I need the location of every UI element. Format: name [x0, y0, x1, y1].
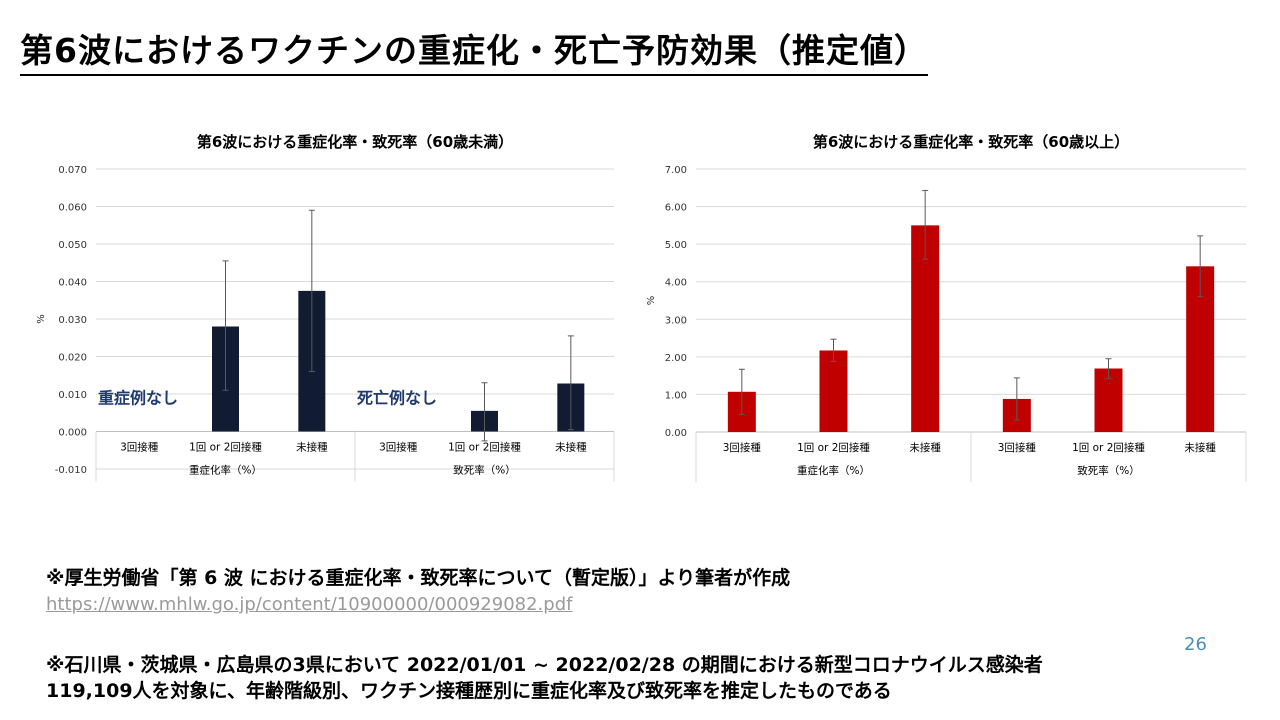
y-tick-label: 0.040 [58, 278, 87, 289]
category-label: 未接種 [296, 441, 328, 454]
chart-title: 第6波における重症化率・致死率（60歳未満） [197, 133, 513, 151]
y-tick-label: 1.00 [665, 390, 687, 401]
annotation-label: 死亡例なし [357, 388, 437, 407]
category-label: 3回接種 [379, 441, 418, 454]
group-label: 致死率（%） [1077, 464, 1139, 477]
y-tick-label: 0.000 [58, 428, 87, 439]
category-label: 1回 or 2回接種 [189, 441, 262, 454]
bar [911, 225, 940, 432]
category-label: 未接種 [1184, 441, 1216, 454]
y-tick-label: 3.00 [665, 315, 687, 326]
bar [819, 350, 848, 432]
y-axis-label: % [36, 314, 47, 324]
category-label: 1回 or 2回接種 [448, 441, 521, 454]
group-label: 致死率（%） [453, 464, 515, 477]
y-axis-label: % [646, 296, 657, 306]
chart-under-60: 第6波における重症化率・致死率（60歳未満） -0.010 0.000 0.010 0.… [36, 133, 615, 482]
y-tick-label: 0.060 [58, 203, 87, 214]
y-tick-label: -0.010 [55, 465, 87, 476]
source-url-link[interactable]: https://www.mhlw.go.jp/content/10900000/… [46, 594, 573, 615]
chart-60-and-over: 第6波における重症化率・致死率（60歳以上） 0.00 1.00 2.00 3.00 4.… [646, 133, 1247, 482]
page-title: 第6波におけるワクチンの重症化・死亡予防効果（推定値） [20, 24, 928, 76]
chart-title: 第6波における重症化率・致死率（60歳以上） [813, 133, 1129, 151]
y-tick-label: 0.00 [665, 428, 687, 439]
category-label: 1回 or 2回接種 [1072, 441, 1145, 454]
group-label: 重症化率（%） [797, 464, 870, 477]
category-label: 3回接種 [723, 441, 762, 454]
bar [1094, 368, 1123, 432]
category-label: 1回 or 2回接種 [797, 441, 870, 454]
study-note: ※石川県・茨城県・広島県の3県において 2022/01/01 ~ 2022/02… [46, 652, 1246, 704]
source-citation: ※厚生労働省「第 6 波 における重症化率・致死率について（暫定版）」より筆者が… [46, 567, 791, 589]
category-label: 3回接種 [120, 441, 159, 454]
study-note-line-1: ※石川県・茨城県・広島県の3県において 2022/01/01 ~ 2022/02… [46, 654, 1043, 676]
group-label: 重症化率（%） [189, 464, 262, 477]
y-tick-label: 2.00 [665, 353, 687, 364]
y-tick-label: 0.010 [58, 390, 87, 401]
page-number: 26 [1184, 634, 1207, 655]
study-note-line-2: 119,109人を対象に、年齢階級別、ワクチン接種歴別に重症化率及び致死率を推定… [46, 680, 892, 702]
y-tick-label: 4.00 [665, 278, 687, 289]
y-tick-label: 0.020 [58, 353, 87, 364]
y-tick-label: 0.050 [58, 240, 87, 251]
category-label: 未接種 [555, 441, 587, 454]
y-tick-label: 0.070 [58, 165, 87, 176]
annotation-label: 重症例なし [98, 388, 178, 407]
category-label: 3回接種 [998, 441, 1037, 454]
category-label: 未接種 [909, 441, 941, 454]
y-tick-label: 6.00 [665, 203, 687, 214]
y-tick-label: 7.00 [665, 165, 687, 176]
y-tick-label: 0.030 [58, 315, 87, 326]
y-tick-label: 5.00 [665, 240, 687, 251]
